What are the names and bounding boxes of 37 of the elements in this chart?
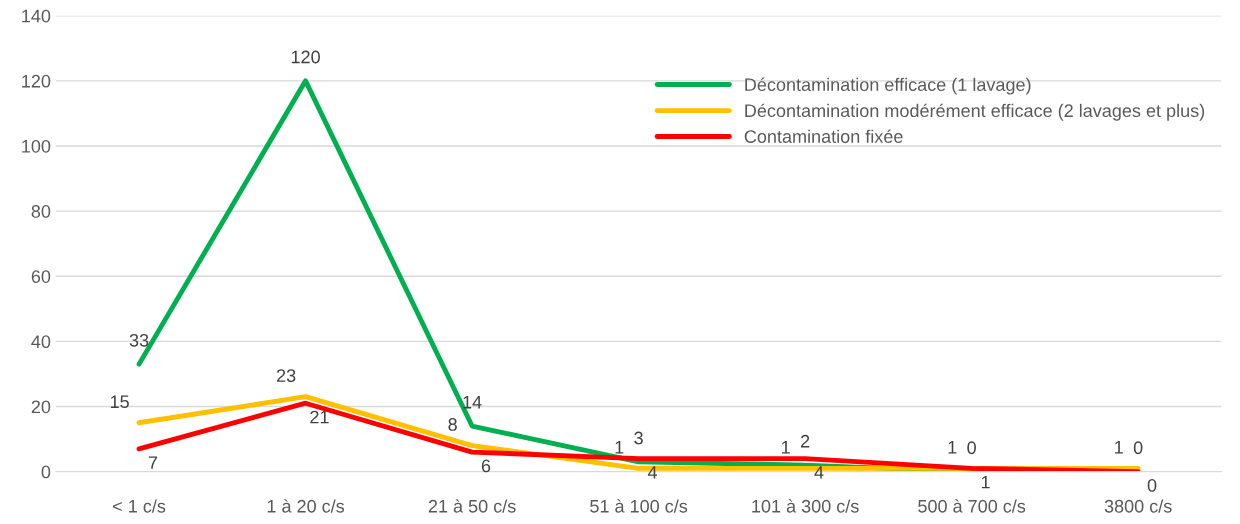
y-tick-label: 20 (31, 400, 51, 414)
y-tick-label: 140 (22, 9, 51, 23)
data-label: 2 (801, 434, 810, 448)
data-label: 0 (1147, 479, 1157, 492)
x-tick-label: 21 à 50 c/s (428, 499, 516, 513)
data-label: 0 (967, 441, 976, 455)
y-tick-label: 100 (22, 139, 51, 153)
data-label: 8 (448, 418, 457, 431)
x-tick-label: 3800 c/s (1104, 499, 1172, 513)
x-tick-label: 51 à 100 c/s (590, 499, 688, 513)
data-label: 1 (1115, 441, 1123, 454)
y-tick-label: 120 (22, 74, 51, 88)
data-label: 15 (110, 395, 129, 409)
x-tick-label: 101 à 300 c/s (752, 499, 859, 513)
data-label: 21 (310, 410, 329, 424)
data-label: 1 (782, 441, 790, 454)
data-label: 120 (291, 50, 320, 64)
data-label: 23 (276, 369, 296, 383)
legend-label: Contamination fixée (744, 129, 903, 143)
y-tick-label: 0 (41, 465, 51, 479)
data-label: 6 (481, 459, 491, 473)
data-label: 0 (1133, 441, 1143, 455)
x-tick-label: 500 à 700 c/s (918, 499, 1026, 513)
data-label: 1 (948, 441, 957, 454)
legend-label: Décontamination efficace (1 lavage) (745, 77, 1031, 95)
x-tick-label: 1 à 20 c/s (267, 499, 345, 513)
y-tick-label: 80 (31, 205, 51, 218)
x-tick-label: < 1 c/s (113, 499, 166, 513)
data-label: 1 (615, 441, 624, 454)
data-label: 3 (634, 431, 643, 445)
data-label: 1 (981, 475, 990, 489)
data-label: 14 (463, 395, 482, 409)
y-tick-label: 60 (31, 270, 51, 283)
data-label: 33 (129, 333, 149, 347)
data-label: 7 (148, 456, 158, 469)
legend-label: Décontamination modérément efficace (2 lavages et plus) (745, 103, 1205, 121)
y-tick-label: 40 (31, 335, 51, 349)
